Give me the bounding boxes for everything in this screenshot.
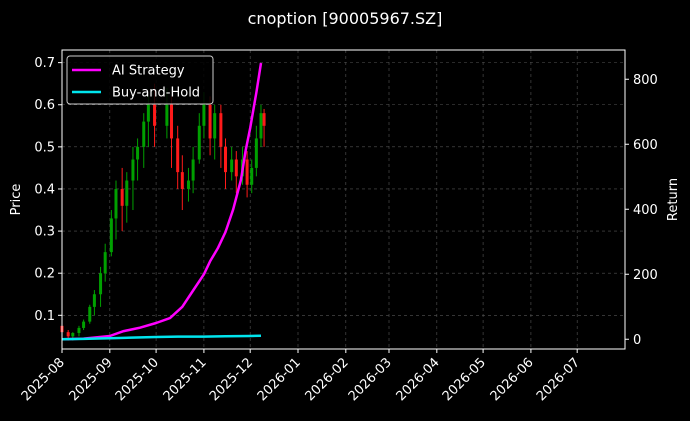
- x-tick-label: 2026-06: [488, 355, 537, 404]
- y-tick-label-left: 0.2: [34, 267, 55, 282]
- x-tick-label: 2025-12: [207, 355, 256, 404]
- x-tick-label: 2025-08: [19, 355, 68, 404]
- candle-body: [131, 159, 135, 181]
- candle-body: [82, 321, 86, 328]
- candle-body: [136, 146, 140, 160]
- candle-body: [259, 113, 263, 139]
- candle-body: [92, 294, 96, 307]
- legend-label-ai-strategy: AI Strategy: [112, 64, 185, 79]
- candle-body: [191, 159, 195, 181]
- legend: AI Strategy Buy-and-Hold: [66, 55, 214, 105]
- series-lines: [61, 62, 263, 341]
- candle-body: [71, 332, 75, 337]
- y-tick-label-right: 600: [633, 138, 658, 153]
- x-tick-label: 2026-07: [534, 355, 583, 404]
- candle-body: [170, 104, 174, 139]
- candle-body: [125, 180, 129, 206]
- y-axis-label-left: Price: [9, 184, 24, 216]
- candle-body: [103, 252, 107, 274]
- y-tick-label-left: 0.6: [34, 98, 55, 113]
- x-tick-label: 2025-09: [67, 355, 116, 404]
- candle-body: [120, 188, 124, 206]
- legend-box: [66, 55, 214, 105]
- candle-body: [234, 159, 238, 177]
- ticks: 0.1 0.2 0.3 0.4 0.5 0.6 0.7 0 200 400 600 800 2025-0…: [19, 56, 658, 404]
- candle-body: [208, 104, 212, 139]
- candle-body: [66, 332, 70, 337]
- candle-body: [142, 121, 146, 147]
- candle-body: [197, 125, 201, 160]
- y-tick-label-left: 0.7: [34, 56, 55, 71]
- y-axis-label-right: Return: [666, 178, 681, 221]
- x-tick-label: 2026-03: [346, 355, 395, 404]
- x-tick-label: 2025-10: [113, 355, 162, 404]
- legend-label-buy-and-hold: Buy-and-Hold: [112, 86, 200, 101]
- y-tick-label-left: 0.3: [34, 225, 55, 240]
- y-tick-label-left: 0.1: [34, 309, 55, 324]
- candle-body: [219, 113, 223, 147]
- x-tick-label: 2026-04: [394, 355, 443, 404]
- candle-body: [262, 113, 266, 126]
- series-line-buy-and-hold: [61, 334, 262, 341]
- candle-body: [202, 104, 206, 126]
- candle-body: [165, 104, 169, 126]
- y-tick-label-left: 0.4: [34, 182, 55, 197]
- x-tick-label: 2026-02: [303, 355, 352, 404]
- candle-body: [213, 113, 217, 139]
- y-tick-label-right: 400: [633, 203, 658, 218]
- x-tick-label: 2025-11: [161, 355, 210, 404]
- y-tick-label-right: 0: [633, 333, 641, 348]
- candle-body: [230, 159, 234, 173]
- candle-body: [224, 146, 228, 173]
- candle-body: [254, 138, 258, 168]
- x-tick-label: 2026-05: [440, 355, 489, 404]
- candle-body: [186, 180, 190, 189]
- plot-frame: [61, 49, 626, 350]
- candle-body: [88, 306, 92, 322]
- candle-body: [114, 188, 118, 219]
- candles: [60, 83, 266, 341]
- x-tick-label: 2026-01: [255, 355, 304, 404]
- y-tick-label-left: 0.5: [34, 140, 55, 155]
- candle-body: [250, 167, 254, 185]
- y-tick-label-right: 800: [633, 73, 658, 88]
- candle-body: [146, 104, 150, 122]
- candle-body: [176, 138, 180, 173]
- candle-body: [109, 218, 113, 253]
- candle-body: [245, 159, 249, 185]
- candle-body: [77, 327, 81, 333]
- candle-body: [153, 104, 157, 126]
- candle-body: [180, 172, 184, 189]
- series-line-ai-strategy: [61, 62, 263, 341]
- chart-title: cnoption [90005967.SZ]: [248, 9, 443, 28]
- y-tick-label-right: 200: [633, 268, 658, 283]
- candle-body: [99, 273, 103, 295]
